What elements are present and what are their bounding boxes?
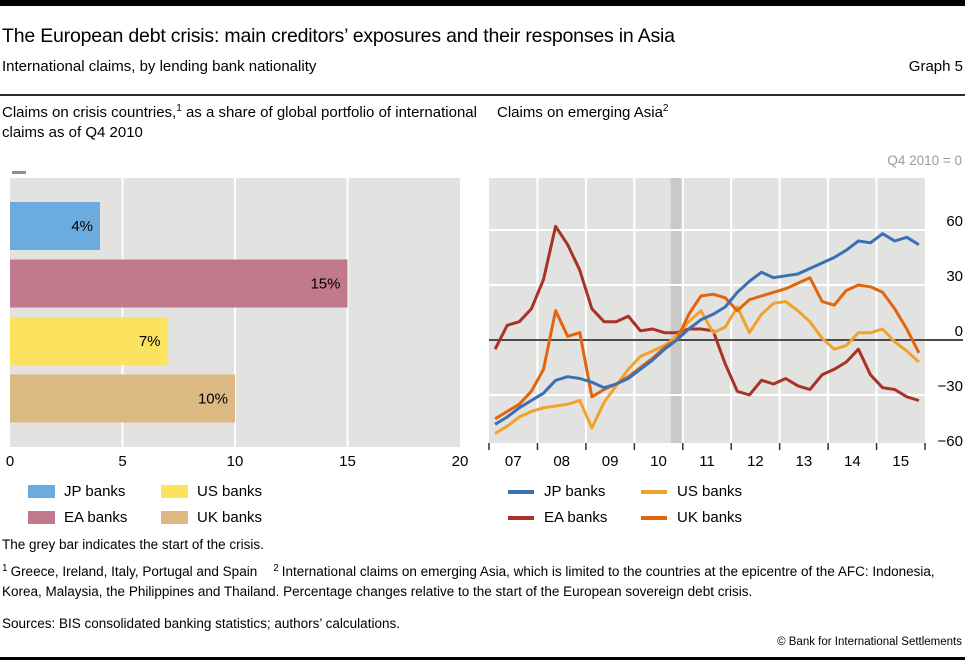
legend-swatch xyxy=(508,515,534,520)
svg-text:11: 11 xyxy=(699,453,715,470)
legend-swatch xyxy=(161,485,188,498)
footnote-2-text: International claims on emerging Asia, w… xyxy=(2,564,935,599)
svg-text:−60: −60 xyxy=(938,433,963,450)
footnote-ref-2: 2 xyxy=(662,103,669,114)
legend-label: EA banks xyxy=(544,509,608,526)
sources-line: Sources: BIS consolidated banking statis… xyxy=(2,616,400,631)
series-ea-banks xyxy=(493,224,920,402)
legend-item-us-banks: US banks xyxy=(641,483,774,500)
index-base-note: Q4 2010 = 0 xyxy=(887,153,962,168)
line-chart-legend: JP banks US banks EA banks UK banks xyxy=(508,483,774,535)
legend-label: EA banks xyxy=(64,509,128,526)
bottom-border xyxy=(0,657,965,660)
svg-text:7%: 7% xyxy=(139,333,161,350)
svg-text:12: 12 xyxy=(747,453,764,470)
footnote-1-marker: 1 xyxy=(2,562,8,574)
svg-text:14: 14 xyxy=(844,453,861,470)
svg-text:20: 20 xyxy=(452,453,469,470)
legend-swatch xyxy=(641,515,667,520)
footnote-2-marker: 2 xyxy=(273,562,279,574)
series-us-banks xyxy=(494,300,920,435)
legend-item-uk-banks: UK banks xyxy=(641,509,774,526)
bar-chart-claims-share: 4% 15% 7% 10% 0 5 10 15 20 xyxy=(6,178,469,470)
legend-label: US banks xyxy=(677,483,743,500)
svg-text:4%: 4% xyxy=(71,218,93,235)
page-subtitle: International claims, by lending bank na… xyxy=(2,58,317,75)
legend-item-jp-banks: JP banks xyxy=(28,483,161,500)
footnotes-text: 1 Greece, Ireland, Italy, Portugal and Sp… xyxy=(2,562,962,602)
right-panel-title: Claims on emerging Asia2 xyxy=(497,103,957,123)
svg-text:30: 30 xyxy=(946,268,963,285)
svg-text:07: 07 xyxy=(505,453,522,470)
subtitle-row: International claims, by lending bank na… xyxy=(2,58,963,75)
top-border xyxy=(0,0,965,6)
copyright-notice: © Bank for International Settlements xyxy=(777,636,962,648)
legend-item-jp-banks: JP banks xyxy=(508,483,641,500)
svg-text:09: 09 xyxy=(602,453,619,470)
svg-text:10: 10 xyxy=(650,453,667,470)
legend-row: JP banks US banks xyxy=(28,483,294,500)
legend-label: JP banks xyxy=(544,483,606,500)
bar-chart-legend: JP banks US banks EA banks UK banks xyxy=(28,483,294,535)
graph-number: Graph 5 xyxy=(908,58,963,75)
series-jp-banks xyxy=(494,232,920,426)
legend-swatch xyxy=(28,485,55,498)
legend-swatch xyxy=(508,489,534,494)
svg-text:5: 5 xyxy=(118,453,126,470)
legend-item-uk-banks: UK banks xyxy=(161,509,294,526)
legend-label: JP banks xyxy=(64,483,126,500)
legend-label: UK banks xyxy=(677,509,743,526)
right-panel-title-text: Claims on emerging Asia xyxy=(497,104,663,121)
footnote-ref-1: 1 xyxy=(176,103,182,114)
legend-item-us-banks: US banks xyxy=(161,483,294,500)
svg-text:15: 15 xyxy=(892,453,909,470)
svg-text:15: 15 xyxy=(339,453,356,470)
footnote-1-text: Greece, Ireland, Italy, Portugal and Spa… xyxy=(10,564,258,579)
legend-label: US banks xyxy=(197,483,263,500)
legend-swatch xyxy=(28,511,55,524)
svg-text:0: 0 xyxy=(6,453,14,470)
svg-text:60: 60 xyxy=(946,213,963,230)
axis-corner-dash xyxy=(12,171,26,174)
legend-item-ea-banks: EA banks xyxy=(508,509,641,526)
line-chart-claims-emerging-asia: 07 08 09 10 11 12 13 14 15 60 30 0 −30 −60 xyxy=(488,178,963,470)
legend-label: UK banks xyxy=(197,509,263,526)
svg-text:10: 10 xyxy=(227,453,244,470)
svg-text:13: 13 xyxy=(796,453,813,470)
page-title: The European debt crisis: main creditors… xyxy=(2,25,675,48)
legend-row: EA banks UK banks xyxy=(28,509,294,526)
series-uk-banks xyxy=(494,276,921,421)
svg-text:08: 08 xyxy=(553,453,570,470)
crisis-band-note: The grey bar indicates the start of the … xyxy=(2,537,264,552)
left-panel-title: Claims on crisis countries,1 as a share … xyxy=(2,103,480,144)
left-panel-title-text: Claims on crisis countries, xyxy=(2,104,177,121)
svg-text:−30: −30 xyxy=(938,378,963,395)
left-panel-title-rest: as a share of global portfolio of intern… xyxy=(2,104,477,142)
legend-swatch xyxy=(161,511,188,524)
legend-row: JP banks US banks xyxy=(508,483,774,500)
legend-row: EA banks UK banks xyxy=(508,509,774,526)
svg-text:10%: 10% xyxy=(198,391,228,408)
svg-text:15%: 15% xyxy=(310,276,340,293)
svg-text:0: 0 xyxy=(955,323,963,340)
legend-item-ea-banks: EA banks xyxy=(28,509,161,526)
header-divider xyxy=(0,94,965,96)
legend-swatch xyxy=(641,489,667,494)
